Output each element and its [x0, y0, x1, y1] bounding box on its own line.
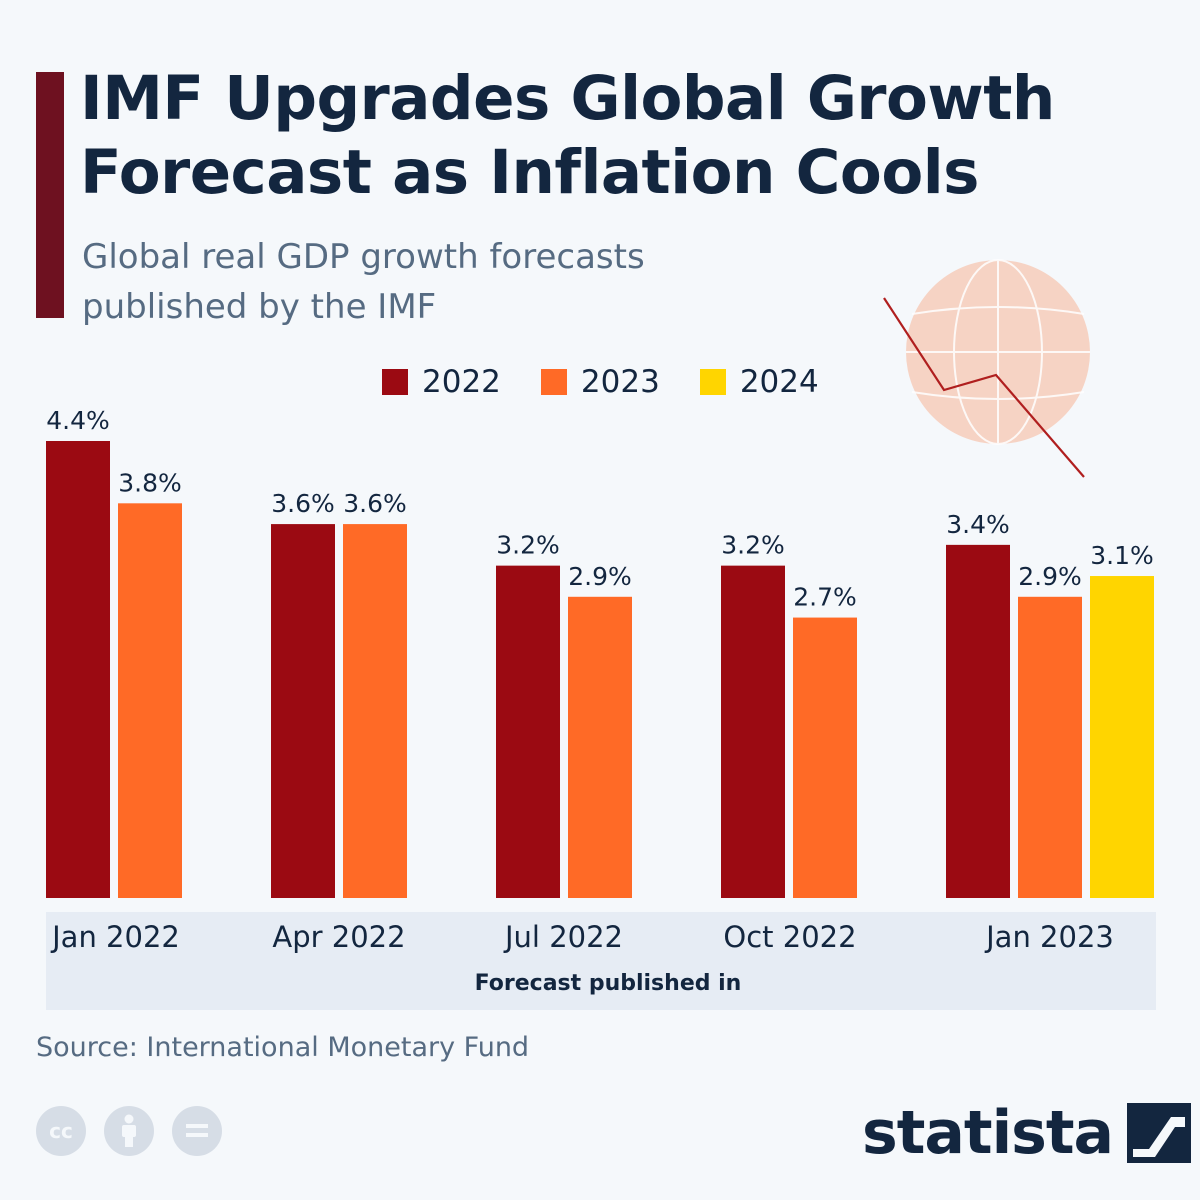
- x-tick-label-jan-2022: Jan 2022: [50, 920, 180, 954]
- statista-brand[interactable]: statista: [862, 1098, 1192, 1168]
- bar-2023-oct-2022: [793, 617, 857, 898]
- data-label-2022-oct-2022: 3.2%: [721, 531, 785, 560]
- data-label-2023-jan-2022: 3.8%: [118, 468, 182, 497]
- data-label-2023-jan-2023: 2.9%: [1018, 562, 1082, 591]
- no-derivatives-icon[interactable]: [172, 1106, 222, 1156]
- data-label-2024-jan-2023: 3.1%: [1090, 541, 1154, 570]
- data-label-2022-apr-2022: 3.6%: [271, 489, 335, 518]
- legend-item-2022: 2022: [382, 364, 501, 400]
- data-label-2023-jul-2022: 2.9%: [568, 562, 632, 591]
- bar-chart: 4.4% 3.8% Jan 2022 3.6% 3.6% Apr 2022 3.2% 2.9%…: [46, 259, 1154, 996]
- bar-2023-jan-2023: [1018, 596, 1082, 898]
- bar-2023-jan-2022: [118, 503, 182, 898]
- bar-2022-jan-2023: [946, 544, 1010, 898]
- bar-2022-jan-2022: [46, 441, 110, 898]
- source-note: Source: International Monetary Fund: [36, 1032, 530, 1063]
- bar-2022-oct-2022: [721, 565, 785, 898]
- x-axis-band: [46, 912, 1156, 1010]
- bar-2022-jul-2022: [496, 565, 560, 898]
- attribution-icon[interactable]: [104, 1106, 154, 1156]
- legend-label-2024: 2024: [739, 364, 819, 400]
- legend-label-2022: 2022: [422, 364, 501, 400]
- legend-swatch-2024: [699, 369, 726, 395]
- cc-license-icon[interactable]: cc: [36, 1106, 86, 1156]
- legend-swatch-2023: [540, 369, 567, 395]
- bar-2022-apr-2022: [271, 524, 335, 898]
- statista-logo-icon: [1127, 1103, 1192, 1163]
- data-label-2022-jan-2022: 4.4%: [46, 406, 110, 435]
- legend-label-2023: 2023: [580, 364, 660, 400]
- legend-swatch-2022: [382, 369, 408, 395]
- legend-item-2023: 2023: [540, 364, 660, 400]
- x-tick-label-apr-2022: Apr 2022: [272, 920, 405, 954]
- trend-line-icon: [883, 297, 1085, 478]
- bar-2023-jul-2022: [568, 596, 632, 898]
- x-tick-label-oct-2022: Oct 2022: [723, 920, 856, 954]
- page-title: IMF Upgrades Global Growth Forecast as I…: [80, 63, 1055, 208]
- brand-name: statista: [862, 1098, 1114, 1168]
- data-label-2022-jan-2023: 3.4%: [946, 510, 1010, 539]
- bars-group: 4.4% 3.8% Jan 2022 3.6% 3.6% Apr 2022 3.2% 2.9%…: [46, 406, 1154, 954]
- data-label-2023-apr-2022: 3.6%: [343, 489, 407, 518]
- license-icons: cc: [36, 1106, 222, 1156]
- data-label-2023-oct-2022: 2.7%: [793, 583, 857, 612]
- legend-item-2024: 2024: [699, 364, 819, 400]
- x-tick-label-jul-2022: Jul 2022: [503, 920, 623, 954]
- chart-legend: 2022 2023 2024: [382, 362, 819, 402]
- accent-bar: [36, 72, 64, 318]
- globe-icon: [906, 259, 1090, 445]
- bar-2023-apr-2022: [343, 524, 407, 898]
- page-subtitle: Global real GDP growth forecasts publish…: [82, 237, 645, 327]
- x-axis-title: Forecast published in: [475, 971, 742, 996]
- data-label-2022-jul-2022: 3.2%: [496, 531, 560, 560]
- bar-2024-jan-2023: [1090, 576, 1154, 898]
- x-tick-label-jan-2023: Jan 2023: [984, 920, 1114, 954]
